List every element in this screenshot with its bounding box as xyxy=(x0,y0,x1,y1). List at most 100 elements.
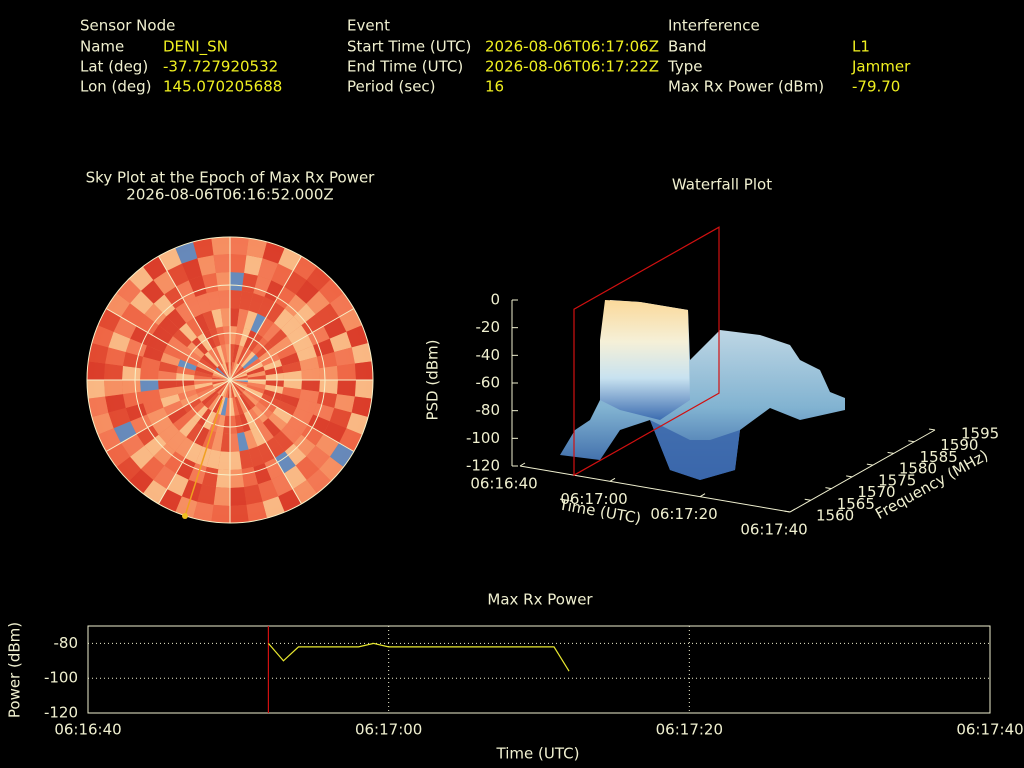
sky-cell xyxy=(247,370,266,378)
sky-cell xyxy=(296,345,317,362)
sky-cell xyxy=(194,382,213,390)
sky-spoke xyxy=(105,308,231,381)
sky-cell xyxy=(220,397,228,416)
sky-cell xyxy=(280,423,302,444)
info-value: Jammer xyxy=(851,58,911,76)
sky-cell xyxy=(87,380,106,399)
z-tick-label: 0 xyxy=(490,291,500,309)
sky-cell xyxy=(243,429,258,450)
x-tick xyxy=(609,477,616,482)
waterfall-plot: Waterfall Plot 0 -20 -40 -60 -80 -100 -12006:16… xyxy=(424,176,1000,539)
sky-cell xyxy=(239,449,254,470)
sky-cell xyxy=(163,344,184,360)
sky-cell xyxy=(188,275,207,297)
sky-cell xyxy=(192,237,214,259)
sky-cell xyxy=(152,325,173,344)
sky-cell xyxy=(273,308,294,330)
sky-cell xyxy=(212,395,224,414)
sky-cell xyxy=(292,407,314,425)
sky-cell xyxy=(143,398,164,415)
sky-cell xyxy=(175,302,194,323)
sky-cell xyxy=(244,389,262,402)
sky-cell xyxy=(174,496,198,520)
sky-cell xyxy=(230,308,240,327)
sky-cell xyxy=(271,473,293,497)
sky-cell xyxy=(197,255,216,276)
sky-cell xyxy=(215,272,230,291)
sky-cell xyxy=(243,411,257,430)
sky-cell xyxy=(212,375,230,380)
sky-cell xyxy=(243,330,257,349)
sky-cell xyxy=(211,237,230,256)
sky-cell xyxy=(253,463,272,485)
sky-cell xyxy=(140,280,165,304)
sky-cell xyxy=(248,333,263,352)
sky-cell xyxy=(211,504,230,523)
sky-cell xyxy=(236,395,248,414)
sky-cell xyxy=(217,380,230,395)
sky-cell xyxy=(166,430,187,452)
x-tick-label: 06:16:40 xyxy=(470,475,537,493)
sky-cell xyxy=(239,348,252,366)
sky-spoke xyxy=(158,255,231,381)
sky-cell xyxy=(248,293,265,314)
sky-cell xyxy=(337,380,356,397)
info-value: 2026-08-06T06:17:06Z xyxy=(485,38,659,56)
sky-cell xyxy=(215,367,230,380)
sky-cell xyxy=(164,286,185,309)
info-value: 2026-08-06T06:17:22Z xyxy=(485,58,659,76)
sky-cell xyxy=(122,365,141,380)
sky-cell xyxy=(255,341,273,359)
sky-cell xyxy=(293,479,318,505)
y-tick xyxy=(783,510,791,513)
y-tick-label: -100 xyxy=(44,669,78,687)
sky-cell xyxy=(239,394,252,412)
sky-cell xyxy=(225,397,230,416)
sky-cell xyxy=(115,278,141,304)
sky-cell xyxy=(180,353,199,367)
sky-cell xyxy=(153,294,176,317)
sky-cell xyxy=(158,316,180,337)
sky-cell xyxy=(220,344,228,363)
sky-cell xyxy=(263,389,283,401)
x-tick-label: 06:17:20 xyxy=(650,505,717,523)
sky-cell xyxy=(306,445,330,470)
sky-cell xyxy=(230,380,248,383)
chart-title: Max Rx Power xyxy=(487,591,593,609)
sky-cell xyxy=(218,451,230,470)
sky-cell xyxy=(244,358,262,371)
sky-cell xyxy=(152,416,173,435)
x-axis-label: Time (UTC) xyxy=(496,745,580,763)
sky-cell xyxy=(136,425,159,446)
sky-cell xyxy=(232,397,240,416)
sky-cell xyxy=(194,313,210,334)
sky-cell xyxy=(255,401,273,419)
sky-cell xyxy=(213,487,230,506)
sky-spoke xyxy=(158,379,231,505)
sky-cell xyxy=(195,384,214,394)
x-tick-label: 06:16:40 xyxy=(54,721,121,739)
info-label: Period (sec) xyxy=(347,78,436,96)
sky-cell xyxy=(197,408,212,427)
sky-cell xyxy=(174,240,198,264)
sky-cell xyxy=(276,344,297,360)
sky-cell xyxy=(263,359,283,371)
sky-cell xyxy=(181,258,203,281)
sky-cell xyxy=(257,317,274,338)
sky-cell xyxy=(306,469,332,495)
sky-cell xyxy=(230,373,248,380)
sky-cell xyxy=(257,422,274,443)
sky-cell xyxy=(202,310,217,331)
sky-cell xyxy=(183,398,202,413)
sky-cell xyxy=(230,397,235,416)
sky-cell xyxy=(262,322,281,342)
sky-cell xyxy=(266,437,285,458)
sky-cell xyxy=(218,290,230,309)
y-tick-label: -80 xyxy=(54,634,79,652)
y-tick-label: 1585 xyxy=(920,448,958,466)
z-tick-label: -40 xyxy=(476,346,501,364)
sky-cell xyxy=(301,380,320,392)
sky-cell xyxy=(197,484,216,505)
info-label: Lon (deg) xyxy=(80,78,152,96)
